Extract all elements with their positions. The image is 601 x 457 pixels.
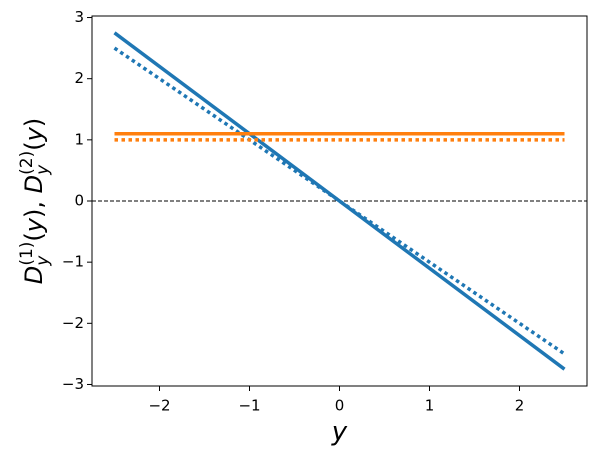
y-tick-label: 0 [74,192,84,210]
y-axis-label-part: (y) [20,118,48,151]
y-axis-label: Dy(1)(y), Dy(2)(y) [17,118,53,284]
x-tick-label: 1 [425,397,435,415]
y-axis-label-part: y [33,255,53,267]
y-axis-label-part: y [33,164,53,176]
x-axis-label: y [331,417,348,447]
y-axis-label-part: D [20,175,48,193]
y-axis-label-part: D [20,266,48,284]
data-line [113,31,566,371]
y-axis-label-part: (2) [17,151,37,175]
x-tick-label: 0 [335,397,345,415]
y-tick-label: −2 [62,314,84,332]
y-tick-label: −3 [62,375,84,393]
y-axis-label-part: (y), [20,193,48,241]
x-tick-label: −2 [148,397,170,415]
x-tick-label: −1 [238,397,260,415]
y-tick-label: −1 [62,253,84,271]
plot-frame [91,15,588,387]
y-tick-label: 3 [74,8,84,26]
x-tick-label: 2 [515,397,525,415]
y-tick-label: 2 [74,69,84,87]
y-axis-label-part: (1) [17,242,37,266]
y-tick-label: 1 [74,130,84,148]
